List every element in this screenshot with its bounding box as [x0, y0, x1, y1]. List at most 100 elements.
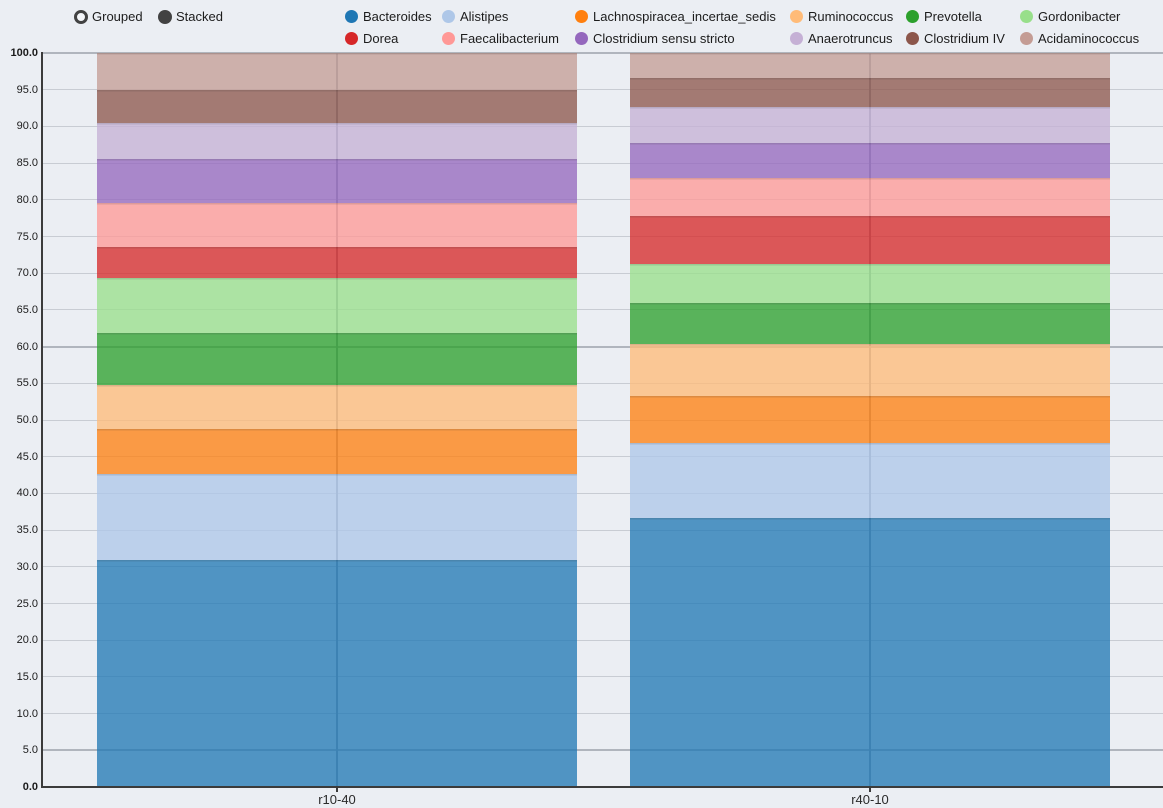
y-gridline	[43, 713, 1163, 715]
y-gridline	[43, 603, 1163, 604]
y-gridline	[43, 749, 1163, 752]
legend-item-dorea[interactable]: Dorea	[345, 31, 398, 46]
y-axis-tick-label: 75.0	[16, 230, 38, 243]
y-axis-tick-label: 55.0	[16, 377, 38, 390]
stacked-radio-option[interactable]: Stacked	[158, 9, 223, 24]
y-gridline	[43, 199, 1163, 201]
legend-item-acidaminococcus[interactable]: Acidaminococcus	[1020, 31, 1139, 46]
radio-unselected-icon	[74, 9, 88, 24]
legend-label: Lachnospiracea_incertae_sedis	[593, 9, 776, 24]
legend-label: Clostridium IV	[924, 31, 1005, 46]
bar-segment-ruminococcus[interactable]	[630, 343, 1110, 396]
legend-label: Ruminococcus	[808, 9, 894, 24]
legend-swatch-icon	[906, 10, 919, 23]
bar-segment-dorea[interactable]	[97, 247, 577, 278]
y-gridline	[43, 309, 1163, 311]
legend-item-bacteroides[interactable]: Bacteroides	[345, 9, 432, 24]
bar-segment-clostridium-iv[interactable]	[630, 77, 1110, 108]
legend-label: Clostridium sensu stricto	[593, 31, 735, 46]
legend-label: Faecalibacterium	[460, 31, 559, 46]
bar-segment-acidaminococcus[interactable]	[97, 53, 577, 91]
bar-segment-faecalibacterium[interactable]	[97, 202, 577, 248]
y-axis-tick-label: 0.0	[22, 781, 38, 793]
legend-item-anaerotruncus[interactable]: Anaerotruncus	[790, 31, 893, 46]
y-gridline	[43, 456, 1163, 458]
legend-item-clostridium-iv[interactable]: Clostridium IV	[906, 31, 1005, 46]
bar-segment-alistipes[interactable]	[630, 443, 1110, 518]
legend-label: Acidaminococcus	[1038, 31, 1140, 46]
y-axis-tick-label: 95.0	[16, 83, 38, 96]
legend-item-lachnospiracea-incertae-sedis[interactable]: Lachnospiracea_incertae_sedis	[575, 9, 776, 24]
bar-segment-anaerotruncus[interactable]	[630, 107, 1110, 144]
x-axis-tick	[869, 787, 871, 792]
y-axis-tick-label: 20.0	[16, 634, 38, 647]
legend-swatch-icon	[442, 32, 455, 45]
legend-swatch-icon	[1020, 10, 1033, 23]
legend-item-clostridium-sensu-stricto[interactable]: Clostridium sensu stricto	[575, 31, 735, 46]
legend-swatch-icon	[345, 10, 358, 23]
y-gridline	[43, 676, 1163, 678]
legend-swatch-icon	[345, 32, 358, 45]
x-axis-line	[41, 786, 1163, 788]
legend-item-ruminococcus[interactable]: Ruminococcus	[790, 9, 893, 24]
y-axis-tick-label: 50.0	[16, 414, 38, 426]
bar-segment-clostridium-iv[interactable]	[97, 90, 577, 124]
bar-segment-ruminococcus[interactable]	[97, 384, 577, 429]
bar-segment-faecalibacterium[interactable]	[630, 178, 1110, 216]
y-axis-tick-label: 70.0	[16, 267, 38, 280]
bar-segment-gordonibacter[interactable]	[630, 263, 1110, 303]
y-axis-tick-label: 45.0	[16, 450, 38, 463]
bar-segment-prevotella[interactable]	[97, 332, 577, 385]
y-gridline	[43, 419, 1163, 421]
bar-segment-anaerotruncus[interactable]	[97, 123, 577, 159]
legend-label: Dorea	[363, 31, 399, 46]
y-axis-tick-label: 60.0	[16, 340, 38, 353]
y-gridline	[43, 639, 1163, 641]
y-gridline	[43, 125, 1163, 127]
y-gridline	[43, 382, 1163, 384]
grouped-label: Grouped	[92, 9, 143, 24]
y-axis-tick-label: 10.0	[16, 707, 38, 720]
bar-segment-dorea[interactable]	[630, 215, 1110, 264]
bar-segment-bacteroides[interactable]	[97, 560, 577, 787]
bar-segment-acidaminococcus[interactable]	[630, 53, 1110, 78]
legend-item-faecalibacterium[interactable]: Faecalibacterium	[442, 31, 559, 46]
y-axis-tick-label: 5.0	[22, 744, 38, 757]
bar-segment-alistipes[interactable]	[97, 473, 577, 561]
legend-swatch-icon	[790, 32, 803, 45]
y-gridline	[43, 492, 1163, 494]
legend-swatch-icon	[906, 32, 919, 45]
radio-selected-icon	[158, 9, 172, 24]
bar-segment-lachnospiracea-incertae-sedis[interactable]	[97, 428, 577, 474]
legend-item-gordonibacter[interactable]: Gordonibacter	[1020, 9, 1120, 24]
y-gridline	[43, 566, 1163, 568]
legend-item-alistipes[interactable]: Alistipes	[442, 9, 508, 24]
y-axis-tick-label: 25.0	[16, 597, 38, 610]
legend-label: Bacteroides	[363, 9, 432, 24]
y-gridline	[43, 345, 1163, 348]
y-axis-tick-label: 35.0	[16, 524, 38, 537]
legend-label: Prevotella	[924, 9, 982, 24]
stacked-bar-r40-10	[630, 53, 1110, 787]
bar-segment-bacteroides[interactable]	[630, 517, 1110, 787]
bar-segment-gordonibacter[interactable]	[97, 277, 577, 333]
legend-label: Gordonibacter	[1038, 9, 1121, 24]
legend-swatch-icon	[790, 10, 803, 23]
stacked-bar-r10-40	[97, 53, 577, 787]
y-axis-tick-label: 40.0	[16, 487, 38, 500]
legend-item-prevotella[interactable]: Prevotella	[906, 9, 982, 24]
y-axis-line	[41, 52, 43, 788]
legend-swatch-icon	[575, 10, 588, 23]
legend-label: Anaerotruncus	[808, 31, 893, 46]
y-gridline	[43, 272, 1163, 274]
bar-segment-lachnospiracea-incertae-sedis[interactable]	[630, 395, 1110, 444]
y-axis-tick-label: 15.0	[16, 670, 38, 683]
y-gridline	[43, 529, 1163, 531]
bar-segment-clostridium-sensu-stricto[interactable]	[97, 158, 577, 203]
grouped-radio-option[interactable]: Grouped	[74, 9, 143, 24]
bar-segment-prevotella[interactable]	[630, 302, 1110, 344]
bar-segment-clostridium-sensu-stricto[interactable]	[630, 143, 1110, 179]
stacked-label: Stacked	[176, 9, 223, 24]
y-axis-tick-label: 65.0	[16, 303, 38, 316]
